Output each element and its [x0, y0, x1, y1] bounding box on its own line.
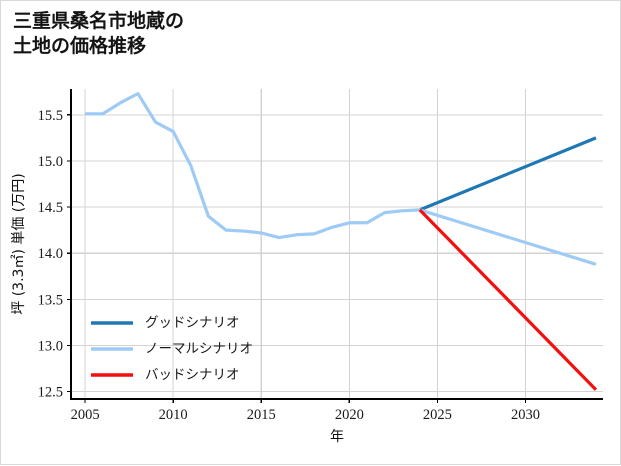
y-tick-label: 14.5 — [38, 200, 63, 216]
y-tick-label: 13.0 — [38, 338, 63, 354]
page-title: 三重県桑名市地蔵の 土地の価格推移 — [13, 11, 185, 58]
legend-label-0: グッドシナリオ — [145, 315, 240, 331]
data-series-layer — [85, 92, 598, 391]
y-tick-label: 15.0 — [38, 154, 63, 170]
legend-label-2: バッドシナリオ — [145, 367, 240, 383]
legend-item-0[interactable]: グッドシナリオ — [91, 315, 240, 331]
y-axis-label: 坪 (3.3㎡) 単価 (万円) — [11, 173, 27, 314]
axis-titles: 年 坪 (3.3㎡) 単価 (万円) — [11, 173, 344, 445]
y-tick-label: 12.5 — [38, 385, 63, 401]
y-tick-label: 13.5 — [38, 292, 63, 308]
series-line-1 — [85, 92, 597, 266]
series-line-0 — [419, 136, 597, 212]
x-tick-label: 2010 — [159, 407, 188, 423]
series-line-2 — [418, 208, 598, 391]
legend-label-1: ノーマルシナリオ — [145, 341, 253, 357]
x-tick-label: 2025 — [423, 407, 452, 423]
axis-spines — [69, 89, 603, 401]
y-tick-label: 15.5 — [38, 108, 63, 124]
y-tick-label: 14.0 — [38, 246, 63, 262]
x-tick-label: 2005 — [71, 407, 100, 423]
legend-item-1[interactable]: ノーマルシナリオ — [91, 341, 253, 357]
tick-labels: 12.5 13.0 13.5 14.0 14.5 15.0 15.5 2005 2010 2015… — [38, 108, 540, 423]
grid-lines — [71, 89, 603, 399]
x-tick-label: 2030 — [511, 407, 540, 423]
x-tick-label: 2020 — [335, 407, 364, 423]
x-axis-label: 年 — [330, 429, 344, 445]
x-tick-label: 2015 — [247, 407, 276, 423]
legend-item-2[interactable]: バッドシナリオ — [91, 367, 240, 383]
axes — [67, 89, 603, 403]
